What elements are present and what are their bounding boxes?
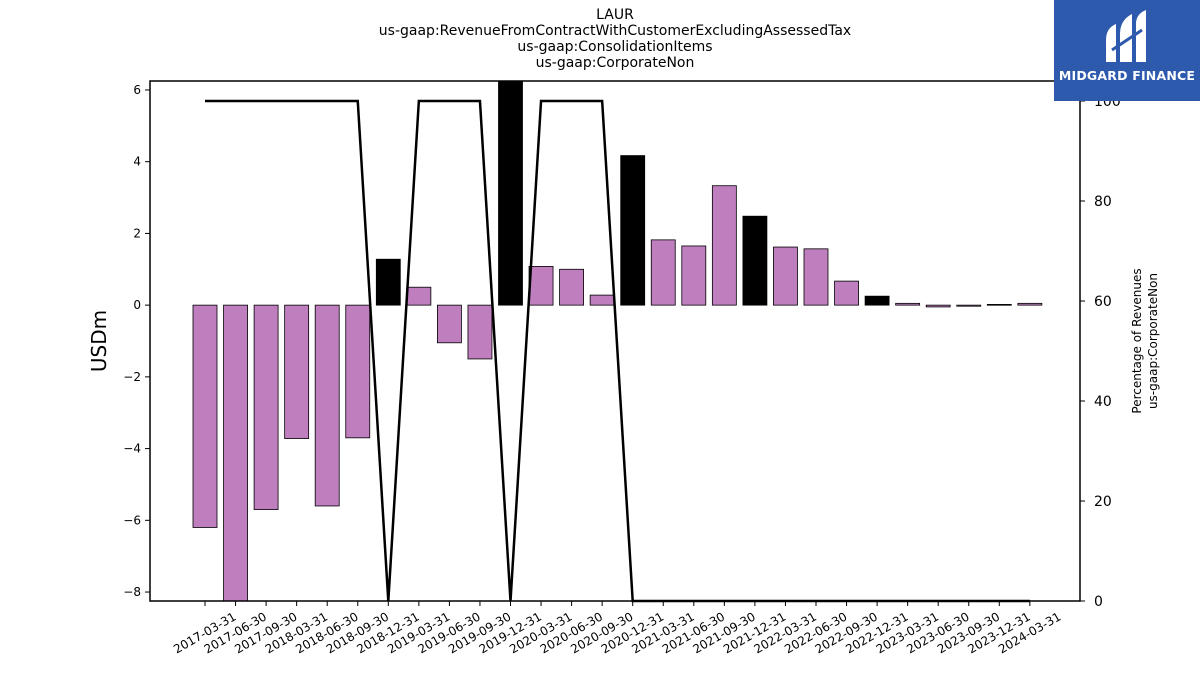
y2-axis-label-line-2: us-gaap:CorporateNon: [1146, 273, 1160, 409]
bar-2018-09-30: [345, 304, 371, 439]
bar-2021-03-31: [650, 239, 676, 306]
logo-mark-icon: [1106, 10, 1146, 62]
bar-2023-09-30: [956, 304, 982, 307]
bar-2019-09-30: [467, 304, 493, 360]
bar-2020-12-31: [620, 155, 646, 306]
bar-2017-03-31: [192, 304, 218, 528]
bar-2021-12-31: [742, 215, 768, 306]
y2-axis-label-line-1: Percentage of Revenues: [1130, 268, 1144, 413]
bar-2018-06-30: [314, 304, 340, 507]
bar-2024-03-31: [1017, 302, 1043, 306]
y-tick-label: 0: [133, 298, 141, 312]
y2-tick-label: 60: [1094, 294, 1112, 310]
y-tick-label: −4: [123, 442, 141, 456]
chart-title-line-4: us-gaap:CorporateNon: [535, 55, 695, 71]
chart-title-line-1: LAUR: [596, 7, 634, 23]
bar-2019-06-30: [436, 304, 462, 344]
bar-2023-12-31: [986, 304, 1012, 306]
x-axis: 2017-03-312017-06-302017-09-302018-03-31…: [171, 601, 1063, 656]
bar-2019-03-31: [406, 286, 432, 306]
bar-2020-06-30: [559, 268, 584, 306]
chart-title-line-2: us-gaap:RevenueFromContractWithCustomerE…: [378, 23, 852, 39]
bar-2022-12-31: [864, 295, 890, 306]
y-tick-label: −2: [123, 370, 141, 384]
y-tick-label: 6: [133, 83, 141, 97]
y2-tick-label: 40: [1094, 394, 1112, 410]
bar-2022-06-30: [803, 248, 829, 306]
logo-text: MIDGARD FINANCE: [1058, 68, 1196, 83]
y-tick-label: −8: [123, 585, 141, 599]
y-axis-label: USDm: [87, 310, 111, 372]
chart-title-line-3: us-gaap:ConsolidationItems: [517, 39, 713, 55]
bar-2022-09-30: [834, 280, 859, 306]
bar-2020-03-31: [528, 266, 554, 306]
midgard-finance-logo: MIDGARD FINANCE: [1054, 0, 1200, 101]
bar-2023-03-31: [895, 302, 921, 306]
bar-2017-06-30: [223, 304, 248, 602]
bar-2021-09-30: [711, 185, 737, 306]
bar-2021-06-30: [681, 245, 707, 306]
y2-tick-label: 80: [1094, 194, 1112, 210]
y-tick-label: 2: [133, 226, 141, 240]
bar-2018-12-31: [375, 258, 401, 306]
y-tick-label: −6: [123, 513, 141, 527]
bar-2020-09-30: [589, 294, 615, 306]
y-tick-label: 4: [133, 155, 141, 169]
y2-tick-label: 0: [1094, 594, 1103, 610]
bar-2019-12-31: [498, 80, 523, 306]
bar-2017-09-30: [253, 304, 279, 510]
bar-2018-03-31: [284, 304, 310, 439]
y2-tick-label: 20: [1094, 494, 1112, 510]
plot-frame: [149, 80, 1081, 602]
bar-series: [192, 80, 1043, 602]
bar-2023-06-30: [925, 304, 951, 308]
bar-2022-03-31: [773, 246, 798, 306]
y-axis-left: −8 −6 −4 −2 0 2 4 6: [123, 83, 150, 599]
